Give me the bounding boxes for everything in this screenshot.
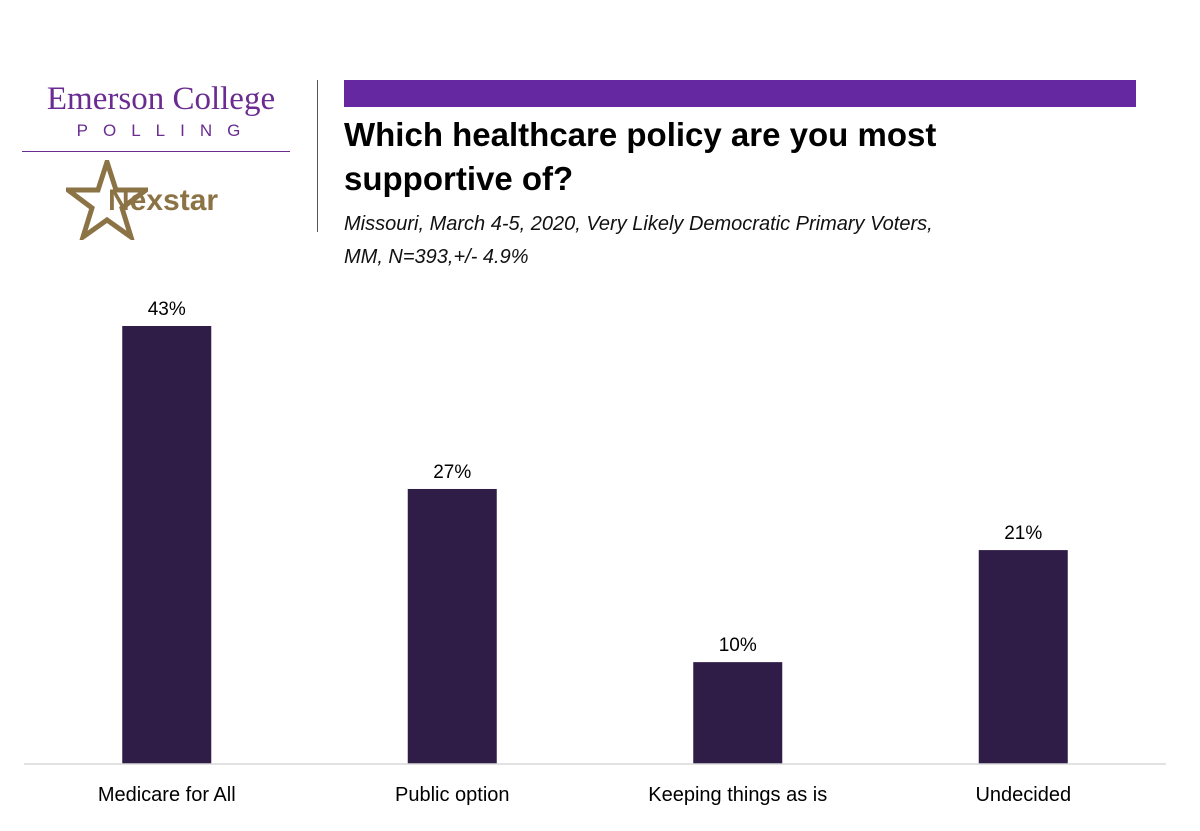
data-label: 21% <box>1004 523 1042 544</box>
bar-chart: 43% Medicare for All 27% Public option 10% Ke… <box>24 299 1166 806</box>
bar-undecided <box>978 550 1068 764</box>
partner-logo: Nexstar <box>22 158 300 242</box>
logo-area: Emerson College POLLING Nexstar <box>22 80 300 242</box>
brand-divider <box>22 151 290 152</box>
header-divider <box>317 80 318 232</box>
subtitle-line-2: MM, N=393,+/- 4.9% <box>344 246 529 268</box>
partner-name: Nexstar <box>108 184 219 217</box>
chart-subtitle: Missouri, March 4-5, 2020, Very Likely D… <box>344 208 1104 274</box>
brand-subtitle: POLLING <box>76 121 256 140</box>
star-icon <box>66 160 148 240</box>
category-label: Public option <box>395 784 510 806</box>
bar-keeping-things-as-is <box>693 662 783 764</box>
data-label: 43% <box>148 299 186 320</box>
subtitle-line-1: Missouri, March 4-5, 2020, Very Likely D… <box>344 213 933 235</box>
category-label: Undecided <box>975 784 1071 806</box>
category-label: Keeping things as is <box>648 784 827 806</box>
chart-title: Which healthcare policy are you most sup… <box>344 116 937 197</box>
data-label: 10% <box>719 635 757 656</box>
category-label: Medicare for All <box>98 784 236 806</box>
brand-name: Emerson College <box>46 81 276 117</box>
bar-public-option <box>407 488 497 764</box>
data-label: 27% <box>433 462 471 483</box>
accent-bar <box>344 80 1136 107</box>
bar-medicare-for-all <box>122 326 212 764</box>
